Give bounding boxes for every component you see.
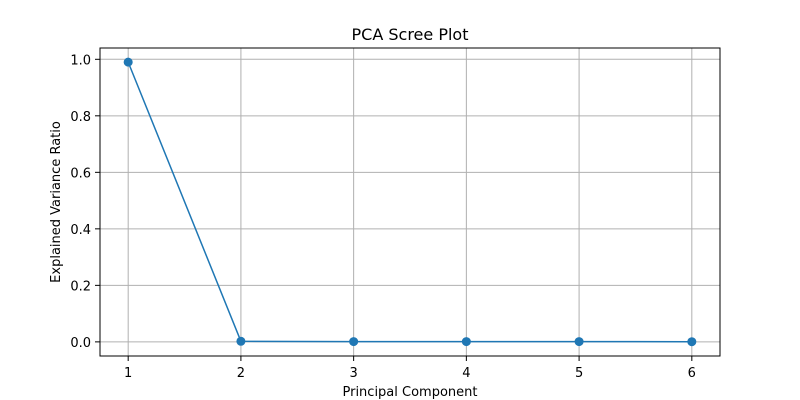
x-tick-label: 1 [124, 366, 132, 381]
chart-title: PCA Scree Plot [352, 25, 469, 44]
y-axis-ticks: 0.0 0.2 0.4 0.6 0.8 1.0 [70, 53, 100, 351]
x-axis-ticks: 1 2 3 4 5 6 [124, 356, 696, 381]
y-tick-label: 0.6 [70, 166, 91, 181]
x-tick-label: 5 [575, 366, 583, 381]
y-tick-label: 1.0 [70, 53, 91, 68]
x-tick-label: 2 [237, 366, 245, 381]
data-point [123, 57, 133, 67]
y-tick-label: 0.4 [70, 223, 91, 238]
data-point [574, 337, 584, 347]
x-axis-label: Principal Component [342, 385, 477, 400]
series-group [123, 57, 697, 347]
y-axis-label: Explained Variance Ratio [49, 121, 64, 283]
data-point [687, 337, 697, 347]
y-tick-label: 0.8 [70, 110, 91, 125]
data-point [349, 337, 359, 347]
x-tick-label: 4 [462, 366, 470, 381]
series-line [127, 61, 692, 343]
x-tick-label: 3 [349, 366, 357, 381]
plot-area-frame [99, 47, 721, 357]
grid-lines [100, 48, 720, 356]
x-tick-label: 6 [688, 366, 696, 381]
y-tick-label: 0.2 [70, 279, 91, 294]
data-point [461, 337, 471, 347]
y-tick-label: 0.0 [70, 336, 91, 351]
data-point [236, 336, 246, 346]
